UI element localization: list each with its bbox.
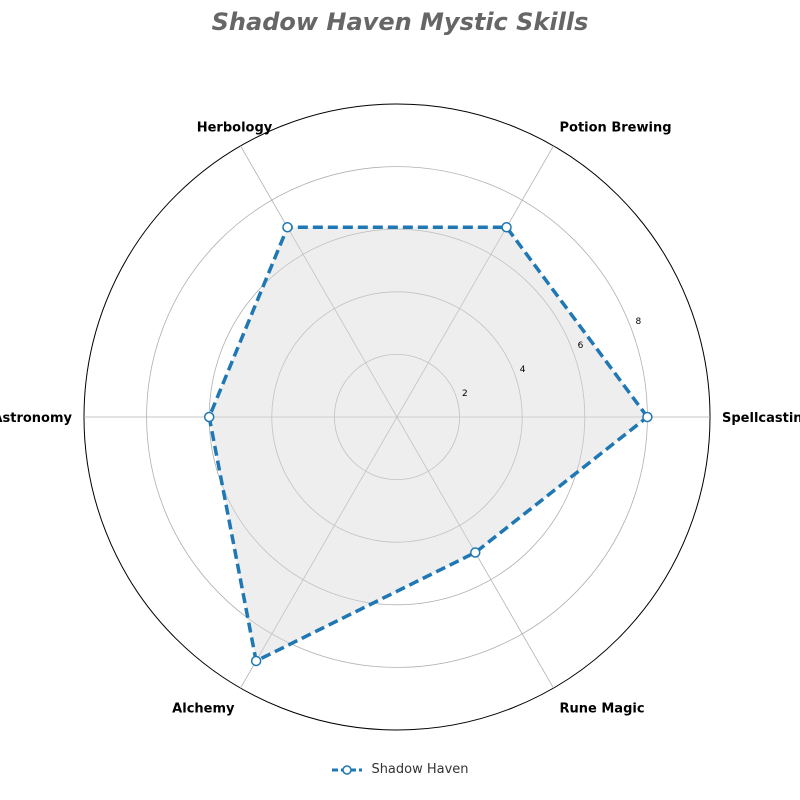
data-point bbox=[642, 411, 653, 423]
radar-labels: 2 4 6 8 Spellcasting Potion Brewing Herbology A… bbox=[0, 121, 800, 717]
legend: Shadow Haven bbox=[0, 762, 800, 780]
data-point bbox=[250, 655, 262, 667]
data-point bbox=[282, 222, 293, 233]
radar-spoke bbox=[240, 416, 398, 689]
radar-series bbox=[203, 222, 653, 667]
series-fill bbox=[209, 227, 648, 662]
radar-spoke bbox=[396, 145, 554, 418]
axis-label: Rune Magic bbox=[560, 701, 645, 716]
axis-label: Astronomy bbox=[0, 411, 73, 426]
legend-marker-icon bbox=[332, 764, 363, 775]
radial-tick-label: 8 bbox=[635, 317, 641, 327]
radial-tick-label: 4 bbox=[520, 365, 526, 375]
chart-title: Shadow Haven Mystic Skills bbox=[211, 8, 589, 36]
legend-label: Shadow Haven bbox=[371, 762, 469, 777]
axis-label: Spellcasting bbox=[722, 411, 800, 426]
radar-spoke bbox=[240, 145, 398, 418]
axis-label: Herbology bbox=[197, 121, 273, 136]
radar-grid bbox=[83, 103, 711, 731]
data-point bbox=[470, 547, 481, 558]
radial-tick-label: 6 bbox=[578, 341, 584, 351]
axis-label: Alchemy bbox=[172, 701, 235, 716]
data-point bbox=[203, 411, 215, 423]
radial-tick-label: 2 bbox=[462, 389, 468, 399]
axis-label: Potion Brewing bbox=[560, 121, 672, 136]
data-point bbox=[501, 222, 512, 233]
